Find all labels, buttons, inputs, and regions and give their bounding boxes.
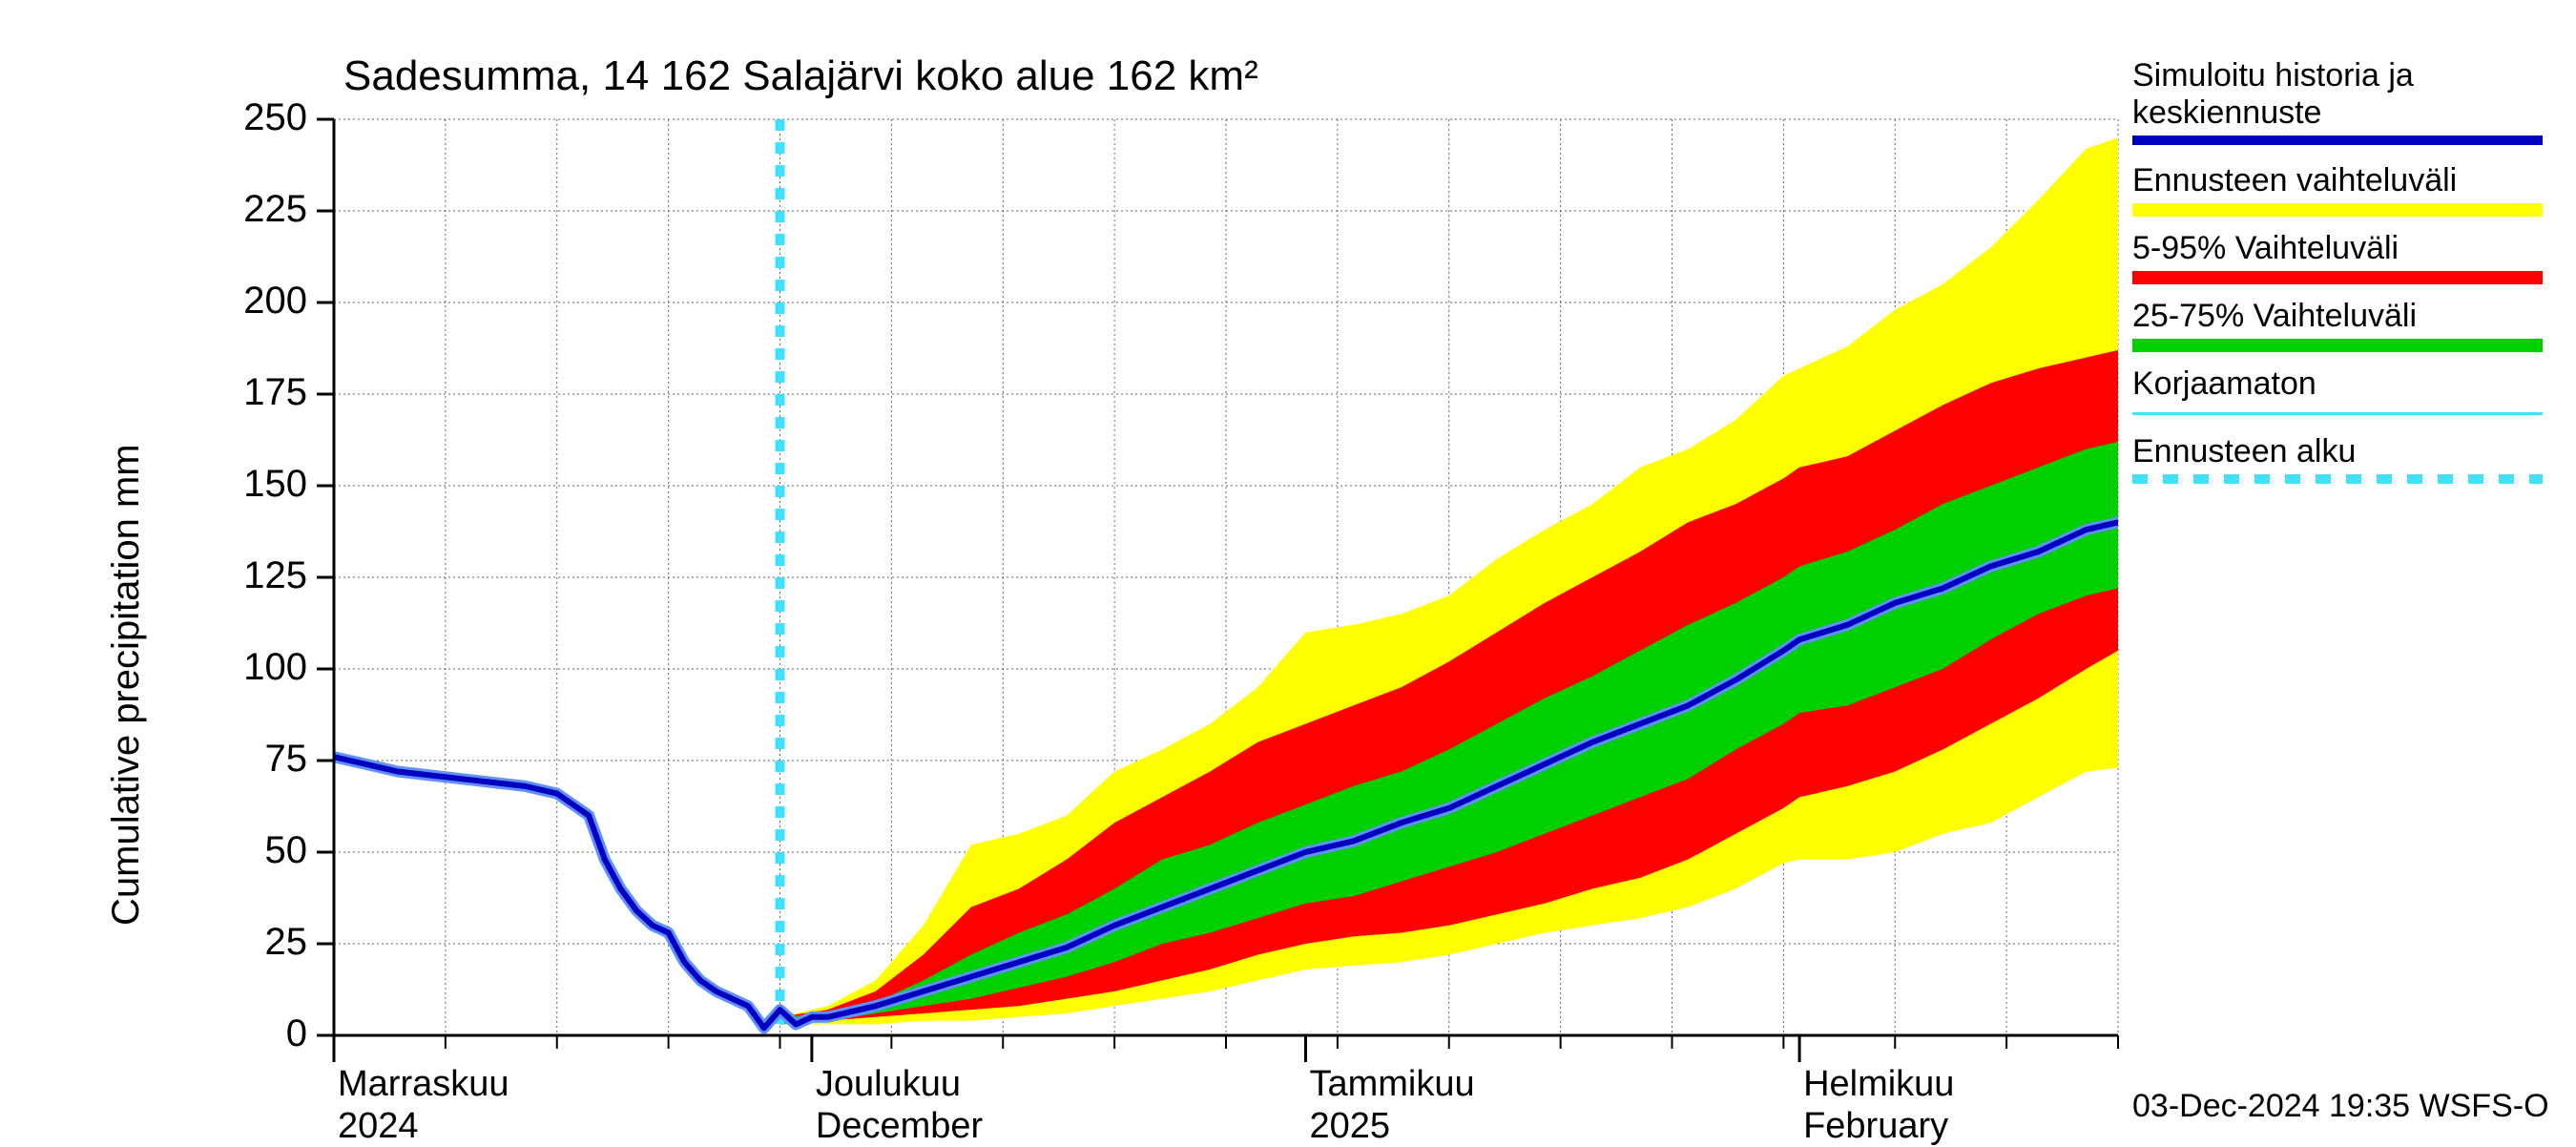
y-tick-label: 25: [265, 921, 308, 964]
legend-swatch: [2132, 474, 2543, 484]
legend-item-label: 5-95% Vaihteluväli: [2132, 230, 2552, 267]
y-tick-label: 100: [243, 646, 307, 689]
y-tick-label: 150: [243, 463, 307, 506]
x-tick-sublabel: 2025: [1309, 1106, 1390, 1147]
x-tick-label: Marraskuu: [338, 1064, 509, 1105]
y-tick-label: 200: [243, 280, 307, 323]
legend-item-label: Simuloitu historia jakeskiennuste: [2132, 57, 2552, 132]
legend-swatch: [2132, 339, 2543, 352]
legend-item-label: Ennusteen alku: [2132, 433, 2552, 470]
y-tick-label: 75: [265, 738, 308, 781]
legend-swatch: [2132, 271, 2543, 284]
x-tick-sublabel: February: [1803, 1106, 1948, 1147]
y-tick-label: 125: [243, 554, 307, 597]
x-tick-label: Tammikuu: [1309, 1064, 1474, 1105]
x-tick-label: Joulukuu: [816, 1064, 961, 1105]
y-tick-label: 250: [243, 96, 307, 139]
x-tick-sublabel: December: [816, 1106, 983, 1147]
footer-timestamp: 03-Dec-2024 19:35 WSFS-O: [2132, 1088, 2549, 1125]
legend-item-label: Korjaamaton: [2132, 365, 2552, 403]
y-tick-label: 50: [265, 829, 308, 872]
y-tick-label: 0: [286, 1012, 307, 1055]
legend-swatch: [2132, 203, 2543, 217]
legend-item-label: Ennusteen vaihteluväli: [2132, 162, 2552, 199]
chart-container: Sadesumma, 14 162 Salajärvi koko alue 16…: [0, 0, 2576, 1145]
legend-swatch: [2132, 412, 2543, 415]
y-tick-label: 175: [243, 371, 307, 414]
x-tick-sublabel: 2024: [338, 1106, 419, 1147]
x-tick-label: Helmikuu: [1803, 1064, 1954, 1105]
legend-item-label: 25-75% Vaihteluväli: [2132, 298, 2552, 335]
y-tick-label: 225: [243, 188, 307, 231]
legend-swatch: [2132, 136, 2543, 145]
